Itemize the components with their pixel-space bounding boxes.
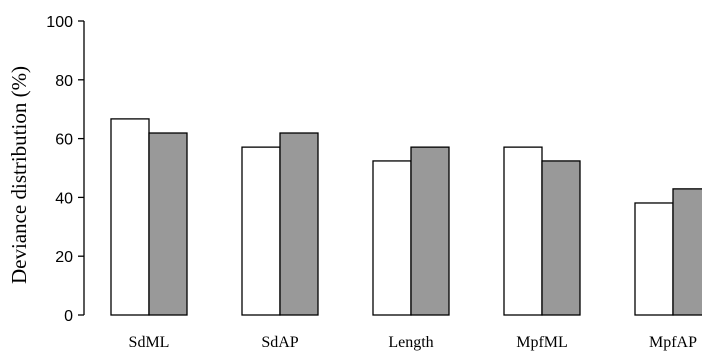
x-tick-label-mpfml: MpfML [516, 334, 568, 351]
bar-mpfap-series-1 [634, 202, 674, 316]
y-tick-label: 80 [55, 73, 73, 90]
bar-sdml-series-2 [148, 132, 188, 316]
x-tick-label-length: Length [388, 334, 433, 351]
x-ticks: SdML SdAP Length MpfML MpfAP [129, 334, 698, 351]
bars-layer [110, 118, 702, 316]
bar-length-series-1 [372, 160, 412, 316]
y-tick-label: 0 [64, 308, 73, 325]
bar-mpfml-series-2 [541, 160, 581, 316]
x-tick-label-mpfap: MpfAP [649, 334, 697, 351]
y-axis-label: Deviance distribution (%) [7, 66, 31, 284]
y-tick-label: 100 [46, 14, 73, 31]
bar-sdap-series-2 [279, 132, 319, 316]
bar-mpfml-series-1 [503, 146, 543, 316]
bar-sdap-series-1 [241, 146, 281, 316]
bar-length-series-2 [410, 146, 450, 316]
y-tick-label: 20 [55, 249, 73, 266]
x-tick-label-sdml: SdML [129, 334, 170, 351]
y-ticks: 0 20 40 60 80 100 [46, 14, 84, 325]
y-tick-label: 40 [55, 190, 73, 207]
x-tick-label-sdap: SdAP [261, 334, 298, 351]
bar-sdml-series-1 [110, 118, 150, 316]
y-tick-label: 60 [55, 132, 73, 149]
bar-mpfap-series-2 [672, 188, 702, 316]
